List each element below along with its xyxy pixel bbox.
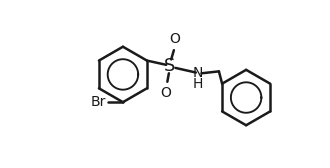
Text: H: H: [193, 77, 203, 91]
Text: O: O: [169, 32, 180, 46]
Text: O: O: [161, 86, 172, 100]
Text: Br: Br: [90, 95, 106, 109]
Text: S: S: [164, 57, 176, 75]
Text: N: N: [193, 66, 203, 80]
